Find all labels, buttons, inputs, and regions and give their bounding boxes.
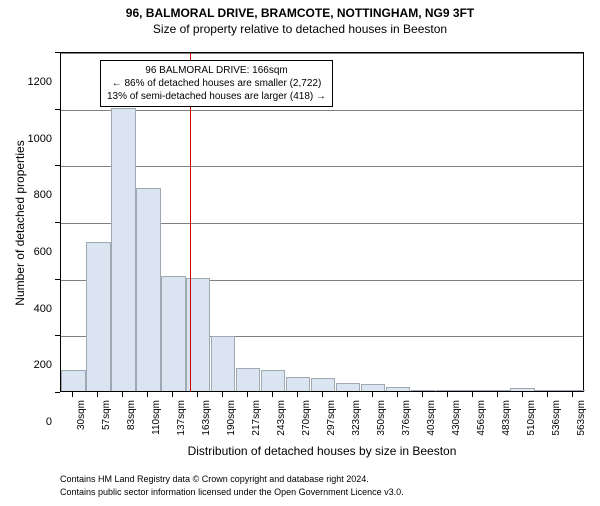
histogram-bar [286,377,310,391]
y-tick-label: 200 [0,359,52,371]
x-tick-label: 163sqm [201,400,212,436]
x-tick-label: 563sqm [576,400,587,436]
x-tick-mark [97,392,98,397]
y-axis-label: Number of detached properties [13,133,27,313]
histogram-bar [236,368,260,391]
histogram-bar [485,390,509,391]
histogram-bar [261,370,285,391]
footer-line-2: Contains public sector information licen… [60,487,404,497]
x-tick-label: 403sqm [426,400,437,436]
info-line-2: ← 86% of detached houses are smaller (2,… [107,77,326,90]
x-tick-mark [422,392,423,397]
x-tick-mark [497,392,498,397]
x-tick-mark [322,392,323,397]
x-tick-mark [272,392,273,397]
histogram-bar [460,390,484,391]
y-tick-label: 400 [0,303,52,315]
y-tick-label: 800 [0,189,52,201]
x-tick-mark [372,392,373,397]
y-tick-mark [55,52,60,53]
x-tick-label: 350sqm [376,400,387,436]
histogram-bar [436,390,460,391]
x-tick-mark [72,392,73,397]
x-tick-label: 483sqm [501,400,512,436]
y-tick-label: 1200 [0,76,52,88]
histogram-bar [386,387,410,391]
x-tick-label: 30sqm [76,400,87,430]
x-tick-mark [347,392,348,397]
x-tick-mark [122,392,123,397]
histogram-bar [560,390,584,391]
footer-line-1: Contains HM Land Registry data © Crown c… [60,474,369,484]
x-tick-mark [222,392,223,397]
x-tick-mark [172,392,173,397]
y-tick-label: 1000 [0,133,52,145]
histogram-bar [311,378,335,391]
histogram-bar [411,390,435,391]
x-tick-mark [297,392,298,397]
x-tick-label: 376sqm [401,400,412,436]
x-tick-mark [472,392,473,397]
info-box: 96 BALMORAL DRIVE: 166sqm ← 86% of detac… [100,60,333,107]
histogram-bar [86,242,110,391]
gridline [61,110,583,111]
x-tick-label: 190sqm [226,400,237,436]
chart-title: 96, BALMORAL DRIVE, BRAMCOTE, NOTTINGHAM… [0,6,600,20]
y-tick-mark [55,109,60,110]
x-tick-label: 217sqm [251,400,262,436]
y-tick-mark [55,222,60,223]
x-axis-label: Distribution of detached houses by size … [60,444,584,458]
histogram-bar [361,384,385,391]
histogram-bar [336,383,360,392]
x-tick-mark [397,392,398,397]
y-tick-mark [55,279,60,280]
x-tick-mark [447,392,448,397]
x-tick-mark [197,392,198,397]
x-tick-label: 110sqm [151,400,162,435]
gridline [61,53,583,54]
x-tick-label: 323sqm [351,400,362,436]
x-tick-label: 137sqm [176,400,187,436]
gridline [61,166,583,167]
x-tick-mark [247,392,248,397]
histogram-bar [111,108,135,391]
histogram-bar [136,188,160,391]
y-tick-mark [55,165,60,166]
histogram-bar [161,276,185,391]
histogram-bar [61,370,85,391]
y-tick-mark [55,392,60,393]
x-tick-label: 536sqm [551,400,562,436]
x-tick-label: 83sqm [126,400,137,430]
x-tick-label: 57sqm [101,400,112,430]
y-tick-mark [55,335,60,336]
x-tick-label: 270sqm [301,400,312,436]
info-line-3: 13% of semi-detached houses are larger (… [107,90,326,103]
x-tick-mark [547,392,548,397]
chart-container: 96, BALMORAL DRIVE, BRAMCOTE, NOTTINGHAM… [0,6,600,506]
x-tick-label: 456sqm [476,400,487,436]
x-tick-label: 297sqm [326,400,337,436]
histogram-bar [535,390,559,391]
x-tick-mark [147,392,148,397]
chart-subtitle: Size of property relative to detached ho… [0,22,600,36]
y-tick-label: 0 [0,416,52,428]
histogram-bar [211,336,235,391]
x-tick-label: 430sqm [451,400,462,436]
x-tick-mark [572,392,573,397]
histogram-bar [510,388,534,391]
x-tick-label: 510sqm [526,400,537,436]
x-tick-mark [522,392,523,397]
y-tick-label: 600 [0,246,52,258]
x-tick-label: 243sqm [276,400,287,436]
info-line-1: 96 BALMORAL DRIVE: 166sqm [107,64,326,77]
